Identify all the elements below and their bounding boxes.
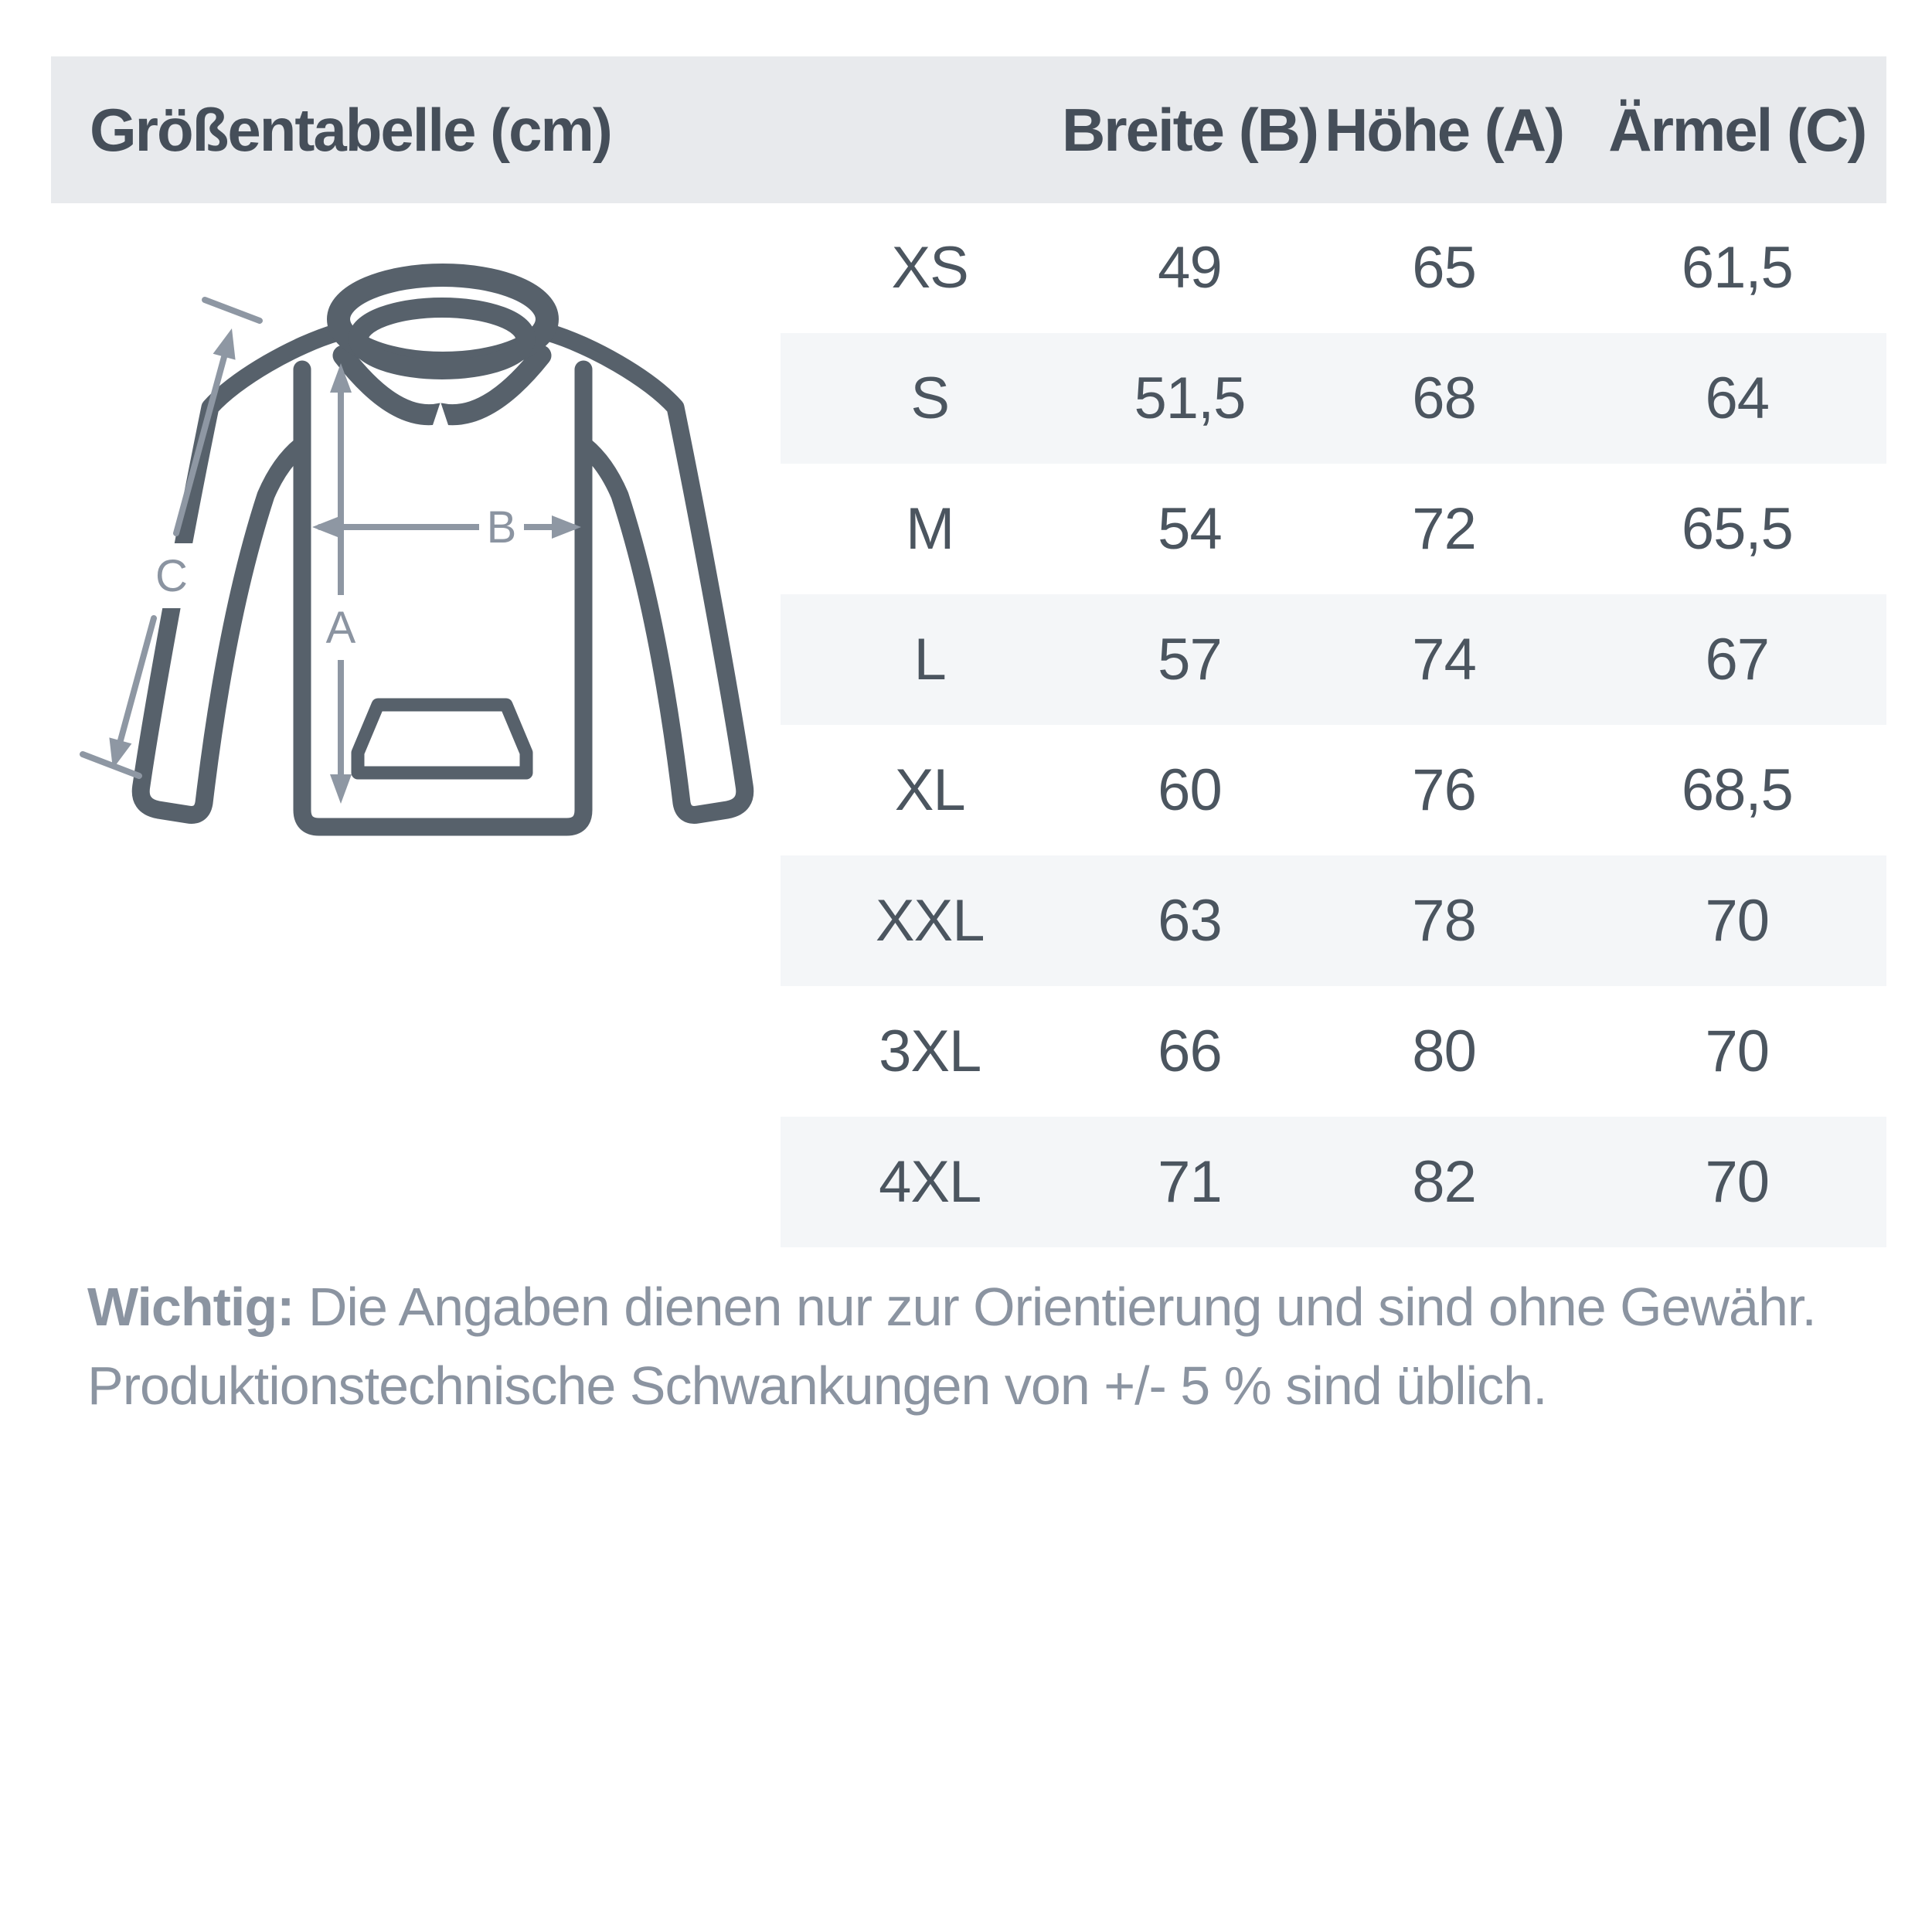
hoehe-value: 82 xyxy=(1412,1149,1477,1215)
breite-value: 63 xyxy=(1158,888,1223,954)
table-row-s: S 51,5 68 64 xyxy=(781,333,1886,464)
aermel-value: 61,5 xyxy=(1681,235,1794,301)
dimension-labels: A B C xyxy=(155,502,516,653)
dimension-label-a: A xyxy=(326,603,356,653)
aermel-value: 67 xyxy=(1705,627,1770,692)
aermel-value: 70 xyxy=(1705,888,1770,954)
hoehe-value: 72 xyxy=(1412,496,1477,562)
table-row-4xl: 4XL 71 82 70 xyxy=(781,1117,1886,1247)
breite-value: 57 xyxy=(1158,627,1223,692)
table-row-xs: XS 49 65 61,5 xyxy=(781,202,1886,333)
hoodie-measurement-diagram: A B C xyxy=(80,264,754,836)
table-row-xxl: XXL 63 78 70 xyxy=(781,855,1886,986)
hoodie-body xyxy=(293,360,593,836)
hoehe-value: 74 xyxy=(1412,627,1477,692)
size-label: XS xyxy=(891,235,968,301)
hoodie-right-sleeve xyxy=(539,323,754,824)
hoehe-value: 78 xyxy=(1412,888,1477,954)
footer-lead: Wichtig: xyxy=(87,1277,294,1337)
aermel-value: 64 xyxy=(1705,366,1770,431)
breite-value: 60 xyxy=(1158,757,1223,823)
hoehe-value: 80 xyxy=(1412,1019,1477,1084)
hoehe-value: 68 xyxy=(1412,366,1477,431)
dimension-b-arrow xyxy=(312,515,581,539)
size-label: M xyxy=(906,496,954,562)
table-header-bar: Größentabelle (cm) Breite (B) Höhe (A) Ä… xyxy=(51,56,1886,203)
hoehe-value: 76 xyxy=(1412,757,1477,823)
aermel-value: 70 xyxy=(1705,1149,1770,1215)
size-label: L xyxy=(913,627,947,692)
footer-line-1: Wichtig: Die Angaben dienen nur zur Orie… xyxy=(87,1267,1888,1346)
dimension-arrows xyxy=(80,297,581,804)
column-header-spacer xyxy=(781,56,1079,203)
breite-value: 54 xyxy=(1158,496,1223,562)
breite-value: 66 xyxy=(1158,1019,1223,1084)
table-row-3xl: 3XL 66 80 70 xyxy=(781,986,1886,1117)
table-row-m: M 54 72 65,5 xyxy=(781,464,1886,594)
breite-value: 71 xyxy=(1158,1149,1223,1215)
label-halos xyxy=(150,495,524,660)
dimension-c-bottom-tick xyxy=(80,751,142,779)
table-row-l: L 57 74 67 xyxy=(781,594,1886,725)
dimension-a-arrow xyxy=(330,363,352,804)
size-label: S xyxy=(910,366,950,431)
hoodie-collar xyxy=(332,345,552,426)
breite-value: 51,5 xyxy=(1134,366,1246,431)
footer-line-2: Produktionstechnische Schwankungen von +… xyxy=(87,1355,1548,1416)
footer-text-1: Die Angaben dienen nur zur Orientierung … xyxy=(294,1277,1817,1337)
breite-value: 49 xyxy=(1158,235,1223,301)
column-header-breite: Breite (B) xyxy=(1061,95,1319,164)
page-title: Größentabelle (cm) xyxy=(90,96,613,164)
size-label: XL xyxy=(894,757,966,823)
hoodie-collar-notch xyxy=(431,402,450,430)
dimension-label-b: B xyxy=(487,502,517,553)
table-row-xl: XL 60 76 68,5 xyxy=(781,725,1886,855)
size-label: XXL xyxy=(875,888,985,954)
hoodie-pocket xyxy=(351,698,533,780)
dimension-c-arrow xyxy=(80,297,263,779)
column-header-hoehe: Höhe (A) xyxy=(1325,95,1565,164)
column-header-aermel: Ärmel (C) xyxy=(1608,95,1867,164)
size-table: XS 49 65 61,5 S 51,5 68 64 M 54 72 65,5 … xyxy=(781,202,1886,1247)
dimension-c-top-tick xyxy=(202,297,263,324)
dimension-label-c: C xyxy=(155,551,188,601)
hoehe-value: 65 xyxy=(1412,235,1477,301)
aermel-value: 68,5 xyxy=(1681,757,1794,823)
footer-note: Wichtig: Die Angaben dienen nur zur Orie… xyxy=(87,1267,1888,1425)
size-label: 4XL xyxy=(879,1149,981,1215)
hoodie-hood-opening xyxy=(349,298,536,379)
size-label: 3XL xyxy=(879,1019,981,1084)
aermel-value: 70 xyxy=(1705,1019,1770,1084)
column-headers: Breite (B) Höhe (A) Ärmel (C) xyxy=(781,56,1886,203)
aermel-value: 65,5 xyxy=(1681,496,1794,562)
